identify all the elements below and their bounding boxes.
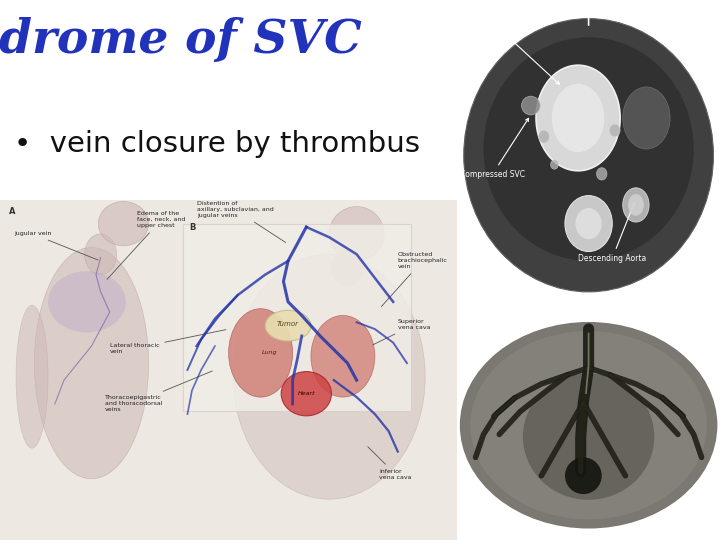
Ellipse shape [470,331,707,519]
Ellipse shape [539,130,549,143]
Text: B: B [190,224,196,232]
Ellipse shape [265,310,311,341]
Text: Lateral thoracic
vein: Lateral thoracic vein [109,329,226,354]
Text: Heart: Heart [297,390,315,395]
Ellipse shape [565,195,612,252]
Ellipse shape [575,208,602,239]
Text: •  vein closure by thrombus: • vein closure by thrombus [14,130,420,158]
Ellipse shape [521,96,540,115]
Ellipse shape [84,234,117,275]
Text: inferior
vena cava: inferior vena cava [368,447,412,480]
Bar [183,224,412,411]
Text: Distention of
axillary, subclavian, and
jugular veins: Distention of axillary, subclavian, and … [197,201,286,242]
Text: Compressed SVC: Compressed SVC [460,118,528,179]
Ellipse shape [329,207,384,261]
Ellipse shape [623,188,649,222]
Ellipse shape [628,194,644,216]
Text: A: A [9,207,16,215]
Ellipse shape [282,372,331,416]
Ellipse shape [464,18,714,292]
Ellipse shape [565,457,602,494]
Text: Superior
vena cava: Superior vena cava [373,319,431,345]
Ellipse shape [35,247,148,479]
Text: Tumor: Tumor [277,321,299,327]
Ellipse shape [551,160,559,169]
Text: Lung: Lung [262,350,277,355]
Text: Edema of the
face, neck, and
upper chest: Edema of the face, neck, and upper chest [107,212,186,279]
Text: Thoracoepigastric
and thoracodorsal
veins: Thoracoepigastric and thoracodorsal vein… [105,371,212,411]
Text: jugular vein: jugular vein [14,231,98,260]
Ellipse shape [484,37,694,261]
Ellipse shape [228,309,292,397]
Ellipse shape [536,65,620,171]
Text: •  veins stenosis by tumour: • veins stenosis by tumour [14,216,416,244]
Ellipse shape [233,254,426,499]
Ellipse shape [99,201,148,246]
Text: Syndrome of SVC: Syndrome of SVC [0,16,362,63]
Text: Descending Aorta: Descending Aorta [578,202,647,263]
Ellipse shape [596,167,607,180]
Ellipse shape [610,124,620,137]
Ellipse shape [623,87,670,149]
Ellipse shape [16,305,48,448]
Ellipse shape [48,271,126,333]
Ellipse shape [460,322,717,529]
Ellipse shape [552,84,604,152]
Ellipse shape [311,315,375,397]
Ellipse shape [523,374,654,500]
Text: Obstructed
brachiocephalic
vein: Obstructed brachiocephalic vein [382,252,448,307]
Text: Ascending Aorta: Ascending Aorta [468,24,559,84]
Ellipse shape [331,251,364,285]
